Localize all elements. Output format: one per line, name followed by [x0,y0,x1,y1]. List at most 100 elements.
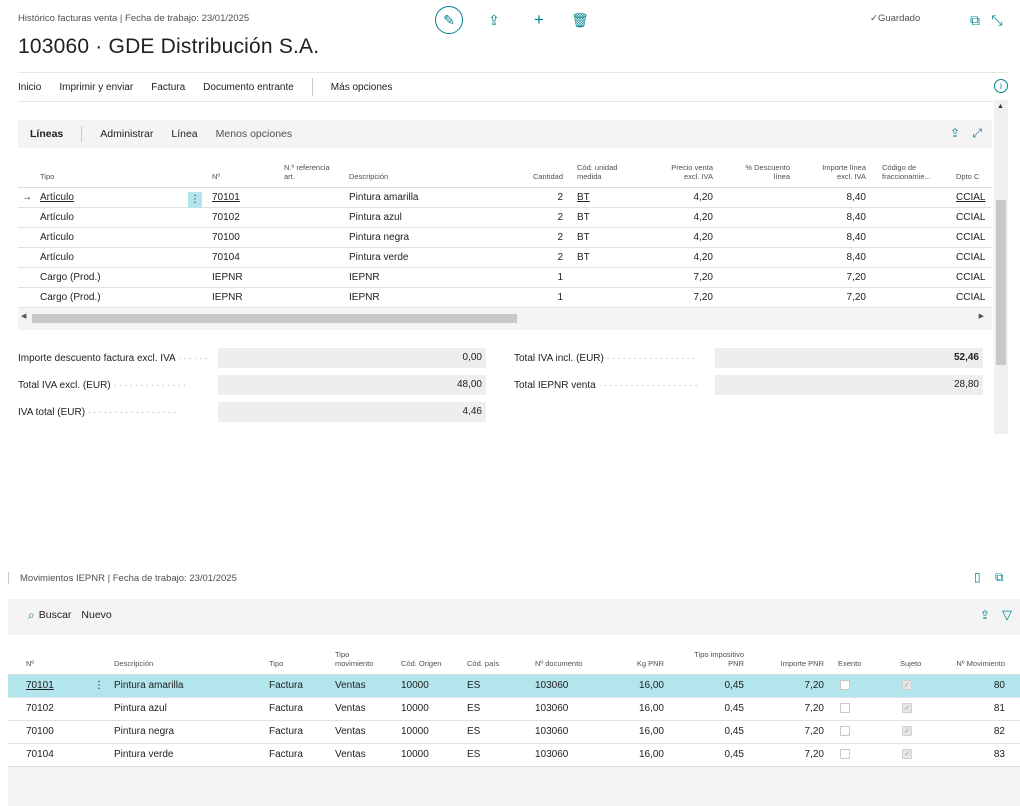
cell-uom[interactable]: BT [577,212,590,223]
cell-dept[interactable]: CCIAL [956,212,986,223]
cell-dept[interactable]: CCIAL [956,232,986,243]
table-row[interactable]: 70102 Pintura azul Factura Ventas 10000 … [8,698,1020,721]
cell-no[interactable]: 70101 [26,680,54,691]
row-menu-icon[interactable]: ⋮ [94,680,104,691]
col-ref[interactable]: N.º referencia art. [284,163,330,181]
cell-uom[interactable]: BT [577,232,590,243]
cell-no[interactable]: 70104 [212,252,240,263]
lines-action-menos-opciones[interactable]: Menos opciones [215,128,293,140]
cell-dept[interactable]: CCIAL [956,192,986,203]
col-no[interactable]: Nº [212,172,221,181]
cell-tipo[interactable]: Artículo [40,252,74,263]
cell-pais[interactable]: ES [467,749,481,760]
cell-orig[interactable]: 10000 [401,726,429,737]
table-row[interactable]: Cargo (Prod.) IEPNR IEPNR 1 7,20 7,20 CC… [18,268,992,288]
col-tipo[interactable]: Tipo [40,172,55,181]
delete-icon[interactable]: 🗑 [571,11,589,28]
cell-tipo[interactable]: Artículo [40,232,74,243]
table-row[interactable]: Artículo 70104 Pintura verde 2 BT 4,20 8… [18,248,992,268]
edit-button[interactable]: ✎ [435,6,463,34]
sujeto-checkbox[interactable]: ✓ [902,680,912,690]
col-imp[interactable]: Tipo impositivo PNR [694,650,744,668]
col-price[interactable]: Precio venta excl. IVA [671,163,713,181]
cell-qty[interactable]: 1 [557,292,563,303]
col-mov[interactable]: Tipo movimiento [335,650,374,668]
cell-price[interactable]: 7,20 [693,292,713,303]
col-amount[interactable]: Importe línea excl. IVA [822,163,866,181]
collapse-icon[interactable]: ⤡ [991,11,1003,28]
cell-amount[interactable]: 7,20 [846,292,866,303]
cell-no[interactable]: 70100 [212,232,240,243]
table-row[interactable]: Cargo (Prod.) IEPNR IEPNR 1 7,20 7,20 CC… [18,288,992,308]
cell-desc[interactable]: IEPNR [349,272,380,283]
cell-mov[interactable]: Ventas [335,703,366,714]
cell-mov[interactable]: Ventas [335,726,366,737]
cell-mov[interactable]: Ventas [335,749,366,760]
cell-pais[interactable]: ES [467,680,481,691]
share-icon[interactable]: ⇪ [949,126,960,140]
lines-action-administrar[interactable]: Administrar [100,128,154,140]
cell-imp[interactable]: 0,45 [724,680,744,691]
cell-qty[interactable]: 2 [557,212,563,223]
col-disc[interactable]: % Descuento línea [745,163,790,181]
exento-checkbox[interactable] [840,680,850,690]
cell-doc[interactable]: 103060 [535,726,569,737]
col-kg[interactable]: Kg PNR [636,659,664,668]
cell-orig[interactable]: 10000 [401,703,429,714]
cell-tipo[interactable]: Factura [269,703,303,714]
cell-dept[interactable]: CCIAL [956,272,986,283]
cell-tipo[interactable]: Factura [269,680,303,691]
cell-no[interactable]: 70100 [26,726,54,737]
table-row[interactable]: 70104 Pintura verde Factura Ventas 10000… [8,744,1020,767]
cell-importe[interactable]: 7,20 [804,726,824,737]
cell-price[interactable]: 4,20 [693,212,713,223]
col-desc[interactable]: Descripción [114,659,154,668]
scrollbar-thumb[interactable] [996,200,1006,365]
bookmark-icon[interactable]: ▯ [974,570,981,584]
cell-uom[interactable]: BT [577,192,590,203]
cell-orig[interactable]: 10000 [401,749,429,760]
expand-icon[interactable]: ⤢ [972,126,982,140]
cell-doc[interactable]: 103060 [535,749,569,760]
cell-tipo[interactable]: Artículo [40,212,74,223]
cell-tipo[interactable]: Factura [269,726,303,737]
open-new-window-icon[interactable]: ⧉ [970,11,980,28]
cell-desc[interactable]: Pintura verde [349,252,409,263]
lines-action-linea[interactable]: Línea [171,128,198,140]
col-pais[interactable]: Cód. país [467,659,500,668]
col-tipo[interactable]: Tipo [269,659,284,668]
cell-importe[interactable]: 7,20 [804,680,824,691]
cell-kg[interactable]: 16,00 [638,749,664,760]
cell-imp[interactable]: 0,45 [724,703,744,714]
cell-no[interactable]: IEPNR [212,272,243,283]
cell-mov[interactable]: Ventas [335,680,366,691]
new-icon[interactable]: + [534,10,544,29]
cell-desc[interactable]: Pintura amarilla [349,192,419,203]
col-exento[interactable]: Exento [838,659,862,668]
cell-qty[interactable]: 2 [557,252,563,263]
cell-price[interactable]: 4,20 [693,252,713,263]
col-qty[interactable]: Cantidad [532,172,563,181]
open-new-window-icon[interactable]: ⧉ [995,570,1004,584]
table-row[interactable]: Artículo 70102 Pintura azul 2 BT 4,20 8,… [18,208,992,228]
cell-doc[interactable]: 103060 [535,703,569,714]
col-doc[interactable]: Nº documento [535,659,583,668]
cell-dept[interactable]: CCIAL [956,292,986,303]
cell-doc[interactable]: 103060 [535,680,569,691]
col-orig[interactable]: Cód. Origen [401,659,442,668]
cell-no[interactable]: 70101 [212,192,240,203]
exento-checkbox[interactable] [840,749,850,759]
share-icon[interactable]: ⇪ [979,608,990,622]
cell-tipo[interactable]: Factura [269,749,303,760]
scrollbar-thumb[interactable] [32,314,517,323]
cell-no[interactable]: 70102 [212,212,240,223]
cell-pais[interactable]: ES [467,703,481,714]
col-importe[interactable]: Importe PNR [780,659,824,668]
col-dept[interactable]: Dpto C [956,172,980,181]
sujeto-checkbox[interactable]: ✓ [902,749,912,759]
cell-desc[interactable]: Pintura negra [114,726,175,737]
menu-factura[interactable]: Factura [151,81,186,93]
cell-desc[interactable]: Pintura amarilla [114,680,184,691]
col-desc[interactable]: Descripción [349,172,389,181]
scroll-left-icon[interactable]: ◀ [21,313,27,320]
